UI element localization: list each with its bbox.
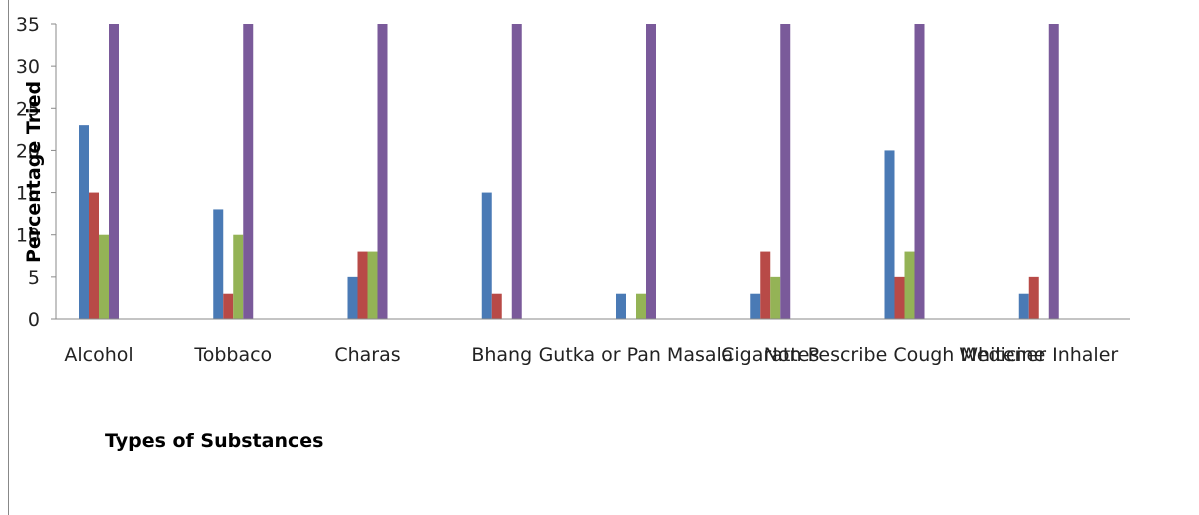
bar-7-series-3 xyxy=(1048,24,1059,319)
category-label-5: Cigarattes xyxy=(721,344,819,366)
y-axis-title: Percentage Tried xyxy=(23,81,45,263)
category-labels: Alcohol Tobbaco Charas Bhang Gutka or Pan Ma… xyxy=(64,344,1118,366)
bar-3-series-0 xyxy=(481,192,492,319)
category-label-1: Tobbaco xyxy=(193,344,272,366)
y-tick-label-6: 30 xyxy=(16,56,40,78)
bar-0-series-2 xyxy=(99,234,109,319)
bar-4-series-3 xyxy=(646,24,656,319)
bar-4-series-0 xyxy=(616,293,626,319)
category-label-3: Bhang xyxy=(471,344,532,366)
bar-6-series-2 xyxy=(904,251,915,319)
bar-4-series-2 xyxy=(636,293,646,319)
bar-6-series-3 xyxy=(914,24,925,319)
y-tick-label-1: 5 xyxy=(28,267,40,289)
bar-7-series-0 xyxy=(1018,293,1029,319)
y-tick-label-4: 20 xyxy=(16,140,40,162)
bar-2-series-1 xyxy=(357,251,368,319)
bars xyxy=(79,24,1059,320)
bar-6-series-1 xyxy=(894,276,905,319)
bar-0-series-1 xyxy=(89,192,99,319)
bar-5-series-0 xyxy=(750,293,761,319)
x-axis-title: Types of Substances xyxy=(105,430,323,452)
y-axis-ticks: 0 5 10 15 20 25 30 35 xyxy=(16,14,56,331)
y-tick-label-0: 0 xyxy=(28,309,40,331)
bar-5-series-3 xyxy=(780,24,791,319)
bar-3-series-3 xyxy=(511,24,522,319)
bar-1-series-0 xyxy=(213,209,224,319)
category-label-6: Non Pescribe Cough Medicine xyxy=(764,344,1046,366)
bar-2-series-3 xyxy=(377,24,388,319)
bar-0-series-3 xyxy=(109,24,119,319)
bar-1-series-2 xyxy=(233,234,244,319)
y-tick-label-7: 35 xyxy=(16,14,40,36)
bar-5-series-1 xyxy=(760,251,771,319)
bar-5-series-2 xyxy=(770,276,781,319)
bar-2-series-0 xyxy=(347,276,358,319)
category-label-0: Alcohol xyxy=(64,344,133,366)
bar-0-series-0 xyxy=(79,125,89,320)
bar-6-series-0 xyxy=(884,150,895,319)
y-tick-label-2: 10 xyxy=(16,225,40,247)
category-label-2: Charas xyxy=(334,344,400,366)
y-tick-label-5: 25 xyxy=(16,98,40,120)
category-label-7: Whitener Inhaler xyxy=(959,344,1118,366)
bar-1-series-1 xyxy=(223,293,234,319)
bar-3-series-1 xyxy=(491,293,502,319)
bar-1-series-3 xyxy=(243,24,254,319)
category-label-4: Gutka or Pan Masala xyxy=(539,344,734,366)
y-tick-label-3: 15 xyxy=(16,183,40,205)
bar-2-series-2 xyxy=(367,251,378,319)
bar-7-series-1 xyxy=(1028,276,1039,319)
